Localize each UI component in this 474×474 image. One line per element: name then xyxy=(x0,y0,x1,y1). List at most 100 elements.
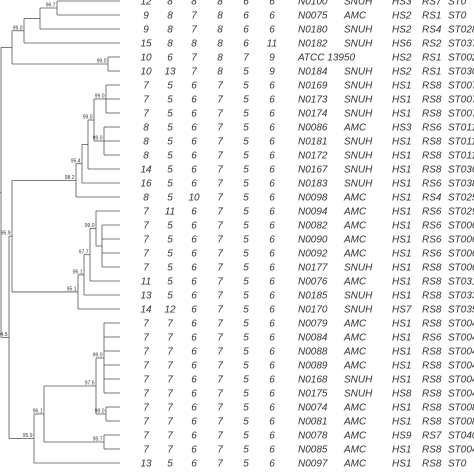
cell-st: ST004 xyxy=(448,375,474,386)
cell-c5: 5 xyxy=(243,305,249,316)
cell-st: ST0 xyxy=(448,11,467,22)
cell-st: ST002 xyxy=(448,53,474,64)
cell-c5: 5 xyxy=(243,123,249,134)
cell-rs: RS8 xyxy=(422,291,442,302)
table-row: 987866N0180SNUHHS2RS4ST028 xyxy=(143,25,474,36)
cell-c5: 5 xyxy=(243,277,249,288)
cell-hs: HS2 xyxy=(392,53,412,64)
cell-c3: 6 xyxy=(191,417,197,428)
cell-st: ST007 xyxy=(448,95,474,106)
cell-c5: 6 xyxy=(243,25,249,36)
cell-c1: 7 xyxy=(143,333,149,344)
cell-c3: 6 xyxy=(191,151,197,162)
cell-rs: RS7 xyxy=(422,431,442,442)
cell-c3: 6 xyxy=(191,347,197,358)
cell-c1: 8 xyxy=(143,151,149,162)
cell-c3: 6 xyxy=(191,459,197,470)
cell-c4: 7 xyxy=(217,361,223,372)
cell-c5: 5 xyxy=(243,375,249,386)
cell-source: SNUH xyxy=(344,165,373,176)
cell-strain: N0094 xyxy=(298,207,328,218)
cell-c4: 7 xyxy=(217,291,223,302)
cell-c1: 13 xyxy=(140,291,152,302)
cell-c4: 7 xyxy=(217,207,223,218)
cell-st: ST031 xyxy=(448,277,474,288)
cell-c6: 6 xyxy=(269,263,275,274)
cell-st: ST029 xyxy=(448,207,474,218)
cell-st: ST006 xyxy=(448,263,474,274)
cell-c2: 5 xyxy=(167,123,173,134)
cell-c3: 6 xyxy=(191,333,197,344)
cell-source: SNUH xyxy=(344,137,373,148)
cell-strain: N0086 xyxy=(298,123,328,134)
cell-c4: 7 xyxy=(217,347,223,358)
cell-c6: 9 xyxy=(269,67,275,78)
cell-c3: 6 xyxy=(191,249,197,260)
cell-strain: N0184 xyxy=(298,67,328,78)
cell-strain: N0081 xyxy=(298,417,327,428)
cell-rs: RS8 xyxy=(422,151,442,162)
cell-hs: HS1 xyxy=(392,277,411,288)
cell-st: ST025 xyxy=(448,193,474,204)
cell-c6: 6 xyxy=(269,403,275,414)
cell-source: AMC xyxy=(343,417,367,428)
table-row: 756756N0173SNUHHS1RS8ST007 xyxy=(143,95,474,106)
cell-strain: N0172 xyxy=(298,151,328,162)
cell-c3: 6 xyxy=(191,319,197,330)
cell-c5: 6 xyxy=(243,11,249,22)
cell-c3: 6 xyxy=(191,445,197,456)
cell-c5: 5 xyxy=(243,221,249,232)
bootstrap-label: 99.0 xyxy=(95,94,105,100)
cell-c5: 5 xyxy=(243,389,249,400)
bootstrap-label: 95.9 xyxy=(1,231,11,237)
cell-c2: 7 xyxy=(167,431,173,442)
cell-c6: 6 xyxy=(269,123,275,134)
cell-source: AMC xyxy=(343,319,367,330)
cell-c1: 8 xyxy=(143,137,149,148)
cell-hs: HS1 xyxy=(392,417,411,428)
cell-st: ST006 xyxy=(448,249,474,260)
cell-c1: 7 xyxy=(143,235,149,246)
cell-c6: 6 xyxy=(269,347,275,358)
cell-st: ST011 xyxy=(448,151,474,162)
cell-rs: RS8 xyxy=(422,81,442,92)
cell-c6: 6 xyxy=(269,459,275,470)
cell-c3: 6 xyxy=(191,361,197,372)
cell-strain: N0174 xyxy=(298,109,328,120)
cell-source: SNUH xyxy=(344,109,373,120)
cell-c5: 6 xyxy=(243,39,249,50)
cell-source: AMC xyxy=(343,277,367,288)
cell-source: AMC xyxy=(343,235,367,246)
cell-strain: N0089 xyxy=(298,361,328,372)
cell-strain: N0092 xyxy=(298,249,328,260)
bootstrap-label: 95.4 xyxy=(71,158,81,164)
cell-source: SNUH xyxy=(344,375,373,386)
cell-hs: HS1 xyxy=(392,403,411,414)
cell-c4: 8 xyxy=(217,0,223,8)
cell-rs: RS7 xyxy=(422,0,442,8)
cell-source: AMC xyxy=(343,445,367,456)
cell-strain: N0078 xyxy=(298,431,328,442)
cell-c1: 7 xyxy=(143,249,149,260)
cell-c5: 5 xyxy=(243,291,249,302)
cell-c5: 5 xyxy=(243,95,249,106)
bootstrap-label: 99.0 xyxy=(93,136,103,142)
cell-c2: 7 xyxy=(167,333,173,344)
cell-c5: 5 xyxy=(243,431,249,442)
table-row: 756756N0169SNUHHS1RS8ST007 xyxy=(143,81,474,92)
cell-hs: HS1 xyxy=(392,319,411,330)
cell-c2: 7 xyxy=(167,347,173,358)
cell-rs: RS8 xyxy=(422,403,442,414)
cell-strain: N0180 xyxy=(298,25,328,36)
cell-c2: 5 xyxy=(167,179,173,190)
cell-c2: 5 xyxy=(167,459,173,470)
cell-c6: 11 xyxy=(267,39,277,50)
cell-c5: 5 xyxy=(243,235,249,246)
cell-strain: N0090 xyxy=(298,235,328,246)
cell-c6: 6 xyxy=(269,25,275,36)
cell-strain: N0082 xyxy=(298,221,328,232)
cell-c6: 6 xyxy=(269,11,275,22)
cell-c3: 8 xyxy=(191,39,197,50)
cell-c4: 8 xyxy=(217,67,223,78)
cell-c3: 7 xyxy=(191,67,197,78)
